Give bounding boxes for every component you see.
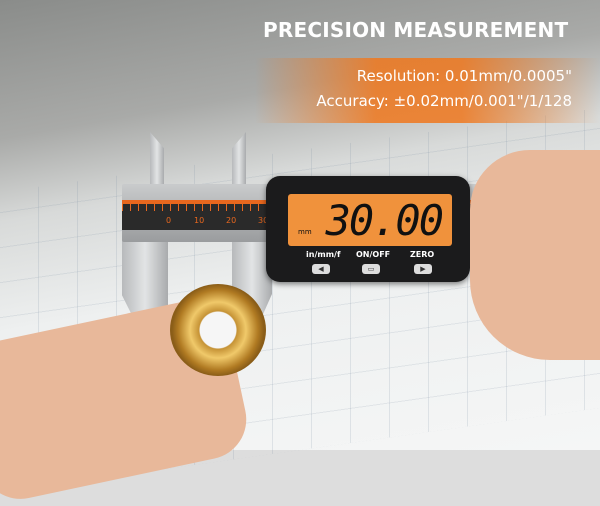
scale-label: 10 (194, 216, 205, 225)
scale-label: 30 (258, 216, 269, 225)
right-hand (470, 150, 600, 360)
brass-washer (170, 284, 266, 376)
scale-tick (242, 204, 243, 211)
scale-tick (202, 204, 203, 211)
heading: PRECISION MEASUREMENT (263, 18, 569, 42)
power-button-icon: ▭ (367, 265, 375, 273)
scale-tick (138, 204, 139, 211)
power-button[interactable]: ▭ (362, 264, 380, 274)
reading-value: 30.00 (325, 196, 444, 245)
left-arrow-icon: ◀ (318, 265, 324, 273)
scale-tick (162, 204, 163, 211)
accuracy-text: Accuracy: ±0.02mm/0.001"/1/128 (316, 92, 572, 110)
scale-tick (258, 204, 259, 211)
fixed-jaw-upper (150, 132, 164, 186)
power-label: ON/OFF (356, 250, 391, 259)
resolution-text: Resolution: 0.01mm/0.0005" (356, 67, 572, 85)
scale-tick (210, 204, 211, 211)
unit-label: mm (298, 228, 312, 236)
scale-tick (226, 204, 227, 211)
scale-label: 0 (166, 216, 172, 225)
scale-tick (146, 204, 147, 211)
mode-label: in/mm/f (306, 250, 341, 259)
lcd-screen: mm 30.00 (288, 194, 452, 246)
scale-tick (170, 204, 171, 211)
scale-tick (234, 204, 235, 211)
zero-button[interactable]: ▶ (414, 264, 432, 274)
digital-display-unit: mm 30.00 in/mm/f ON/OFF ZERO ◀ ▭ ▶ (266, 176, 470, 282)
scale-tick (130, 204, 131, 211)
scale-tick (186, 204, 187, 211)
scale-tick (122, 204, 123, 211)
scale-tick (250, 204, 251, 211)
right-arrow-icon: ▶ (420, 265, 426, 273)
spec-band (255, 58, 600, 123)
scale-tick (154, 204, 155, 211)
zero-label: ZERO (410, 250, 435, 259)
scale-tick (178, 204, 179, 211)
mode-button[interactable]: ◀ (312, 264, 330, 274)
slide-jaw-upper (232, 132, 246, 186)
scale-label: 20 (226, 216, 237, 225)
scale-tick (218, 204, 219, 211)
scale-tick (194, 204, 195, 211)
